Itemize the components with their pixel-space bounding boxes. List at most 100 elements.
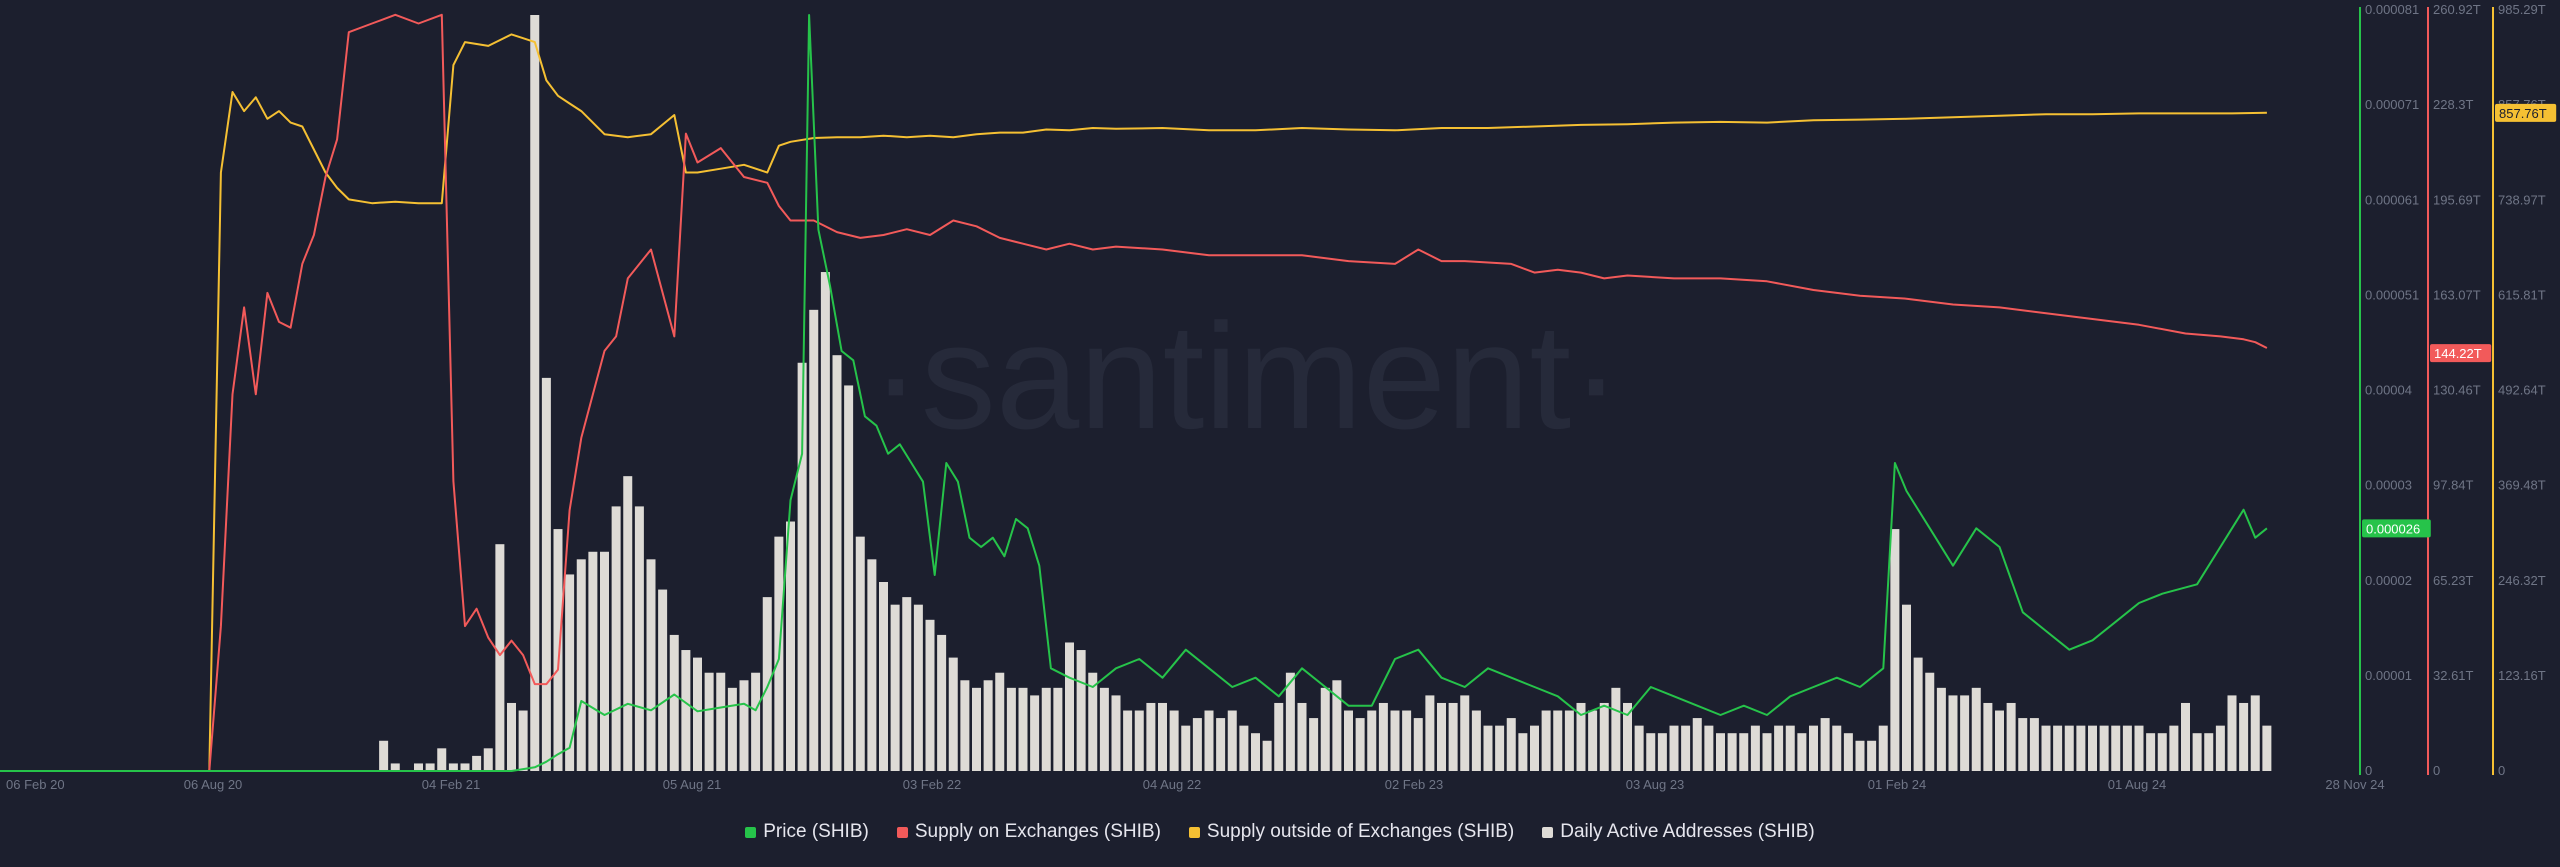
daa-bar <box>2262 725 2272 771</box>
daa-bar <box>437 748 447 771</box>
daa-bar <box>1599 702 1609 771</box>
daa-bar <box>1297 702 1307 771</box>
daa-bar <box>995 672 1005 771</box>
axis-tick-supply_on: 163.07T <box>2433 287 2481 302</box>
axis-tick-supply_out: 738.97T <box>2498 192 2546 207</box>
daa-bar <box>1936 687 1946 771</box>
daa-bar <box>1123 710 1133 771</box>
daa-bar <box>2204 733 2214 771</box>
legend-item-supply-outside[interactable]: Supply outside of Exchanges (SHIB) <box>1188 821 1515 843</box>
daa-bar <box>1890 529 1900 771</box>
x-tick-label: 03 Aug 23 <box>1626 777 1685 792</box>
daa-bar <box>925 619 935 771</box>
daa-bar <box>1251 733 1260 771</box>
daa-bar <box>507 702 516 771</box>
axis-tick-price: 0.000051 <box>2365 287 2419 302</box>
daa-bar <box>1495 725 1505 771</box>
daa-bar <box>646 559 656 771</box>
daa-bar <box>983 680 993 771</box>
daa-bar <box>576 559 586 771</box>
daa-bar <box>611 506 621 771</box>
daa-bar <box>2088 725 2097 771</box>
series-line-price <box>0 14 2268 772</box>
daa-bar <box>1692 718 1702 771</box>
daa-bar <box>1971 687 1981 771</box>
daa-bar <box>960 680 970 771</box>
badge-supply_out <box>2495 103 2557 122</box>
daa-bar <box>1006 687 1016 771</box>
legend-label-supply-out: Supply outside of Exchanges (SHIB) <box>1206 821 1515 842</box>
daa-bar <box>1378 702 1388 771</box>
daa-bar <box>2064 725 2074 771</box>
daa-bar <box>1146 702 1156 771</box>
daa-bar <box>1111 695 1121 771</box>
axis-tick-supply_on: 130.46T <box>2433 383 2481 398</box>
x-tick-label: 28 Nov 24 <box>2325 777 2384 792</box>
axis-tick-supply_on: 65.23T <box>2433 573 2474 588</box>
daa-bar <box>553 529 563 771</box>
daa-bar <box>2239 702 2249 771</box>
daa-bar <box>1460 695 1470 771</box>
daa-bar <box>693 657 702 771</box>
daa-bar <box>1274 702 1284 771</box>
daa-bar <box>2099 725 2109 771</box>
daa-bar <box>460 763 470 771</box>
daa-bar <box>1611 687 1621 771</box>
daa-bar <box>1948 695 1958 771</box>
axis-tick-price: 0.00003 <box>2365 478 2412 493</box>
axis-tick-price: 0.00001 <box>2365 668 2412 683</box>
daa-bar <box>1285 672 1295 771</box>
daa-bar <box>1878 725 1888 771</box>
daa-bar <box>867 559 877 771</box>
daa-bar <box>2157 733 2167 771</box>
daa-bar <box>2227 695 2237 771</box>
daa-bar <box>518 710 528 771</box>
daa-bar <box>495 544 505 771</box>
legend: Price (SHIB) Supply on Exchanges (SHIB) … <box>0 821 2560 843</box>
legend-item-supply-on-exchanges[interactable]: Supply on Exchanges (SHIB) <box>896 821 1161 843</box>
daa-bar <box>1541 710 1551 771</box>
daa-bar <box>727 687 737 771</box>
daa-bar <box>913 604 923 771</box>
axis-tick-supply_out: 615.81T <box>2498 287 2546 302</box>
daa-bar <box>1832 725 1842 771</box>
daa-bar <box>588 551 598 771</box>
series-line-supply_out <box>0 33 2267 772</box>
daa-bar <box>1634 725 1644 771</box>
legend-item-price[interactable]: Price (SHIB) <box>745 821 869 843</box>
daa-bar <box>2146 733 2156 771</box>
daa-bar <box>1088 672 1098 771</box>
legend-label-daa: Daily Active Addresses (SHIB) <box>1560 821 1815 842</box>
current-value-badges: 0.000026 144.22T 857.76T <box>2362 103 2557 538</box>
daa-bar <box>669 634 679 771</box>
daa-bar <box>472 755 482 771</box>
daa-bar <box>2006 702 2016 771</box>
daa-bar <box>379 740 389 771</box>
daa-bar <box>1076 650 1086 771</box>
badge-text-supply_on: 144.22T <box>2434 346 2482 361</box>
daa-bar <box>809 309 819 771</box>
daa-bar <box>1181 725 1191 771</box>
axis-tick-supply_out: 123.16T <box>2498 668 2546 683</box>
daa-bar <box>541 377 551 771</box>
legend-item-daily-active-addresses[interactable]: Daily Active Addresses (SHIB) <box>1542 821 1815 843</box>
daa-bar <box>844 385 854 771</box>
daa-bar <box>2076 725 2086 771</box>
daa-bar <box>2169 725 2179 771</box>
supply-on-swatch <box>896 826 908 838</box>
daa-bar <box>1053 687 1063 771</box>
daa-bar <box>786 521 795 771</box>
daa-bar <box>820 272 830 771</box>
daa-bar <box>762 597 772 771</box>
daa-bar <box>1506 718 1516 771</box>
daa-bar <box>1344 710 1353 771</box>
daa-bar <box>1553 710 1563 771</box>
x-tick-label: 04 Aug 22 <box>1143 777 1202 792</box>
daa-bar <box>1855 740 1865 771</box>
axis-tick-price: 0.000071 <box>2365 97 2419 112</box>
daa-bar <box>1913 657 1923 771</box>
daa-bar <box>1995 710 2004 771</box>
daa-bar <box>1820 718 1830 771</box>
axis-tick-supply_out: 0 <box>2498 763 2505 778</box>
